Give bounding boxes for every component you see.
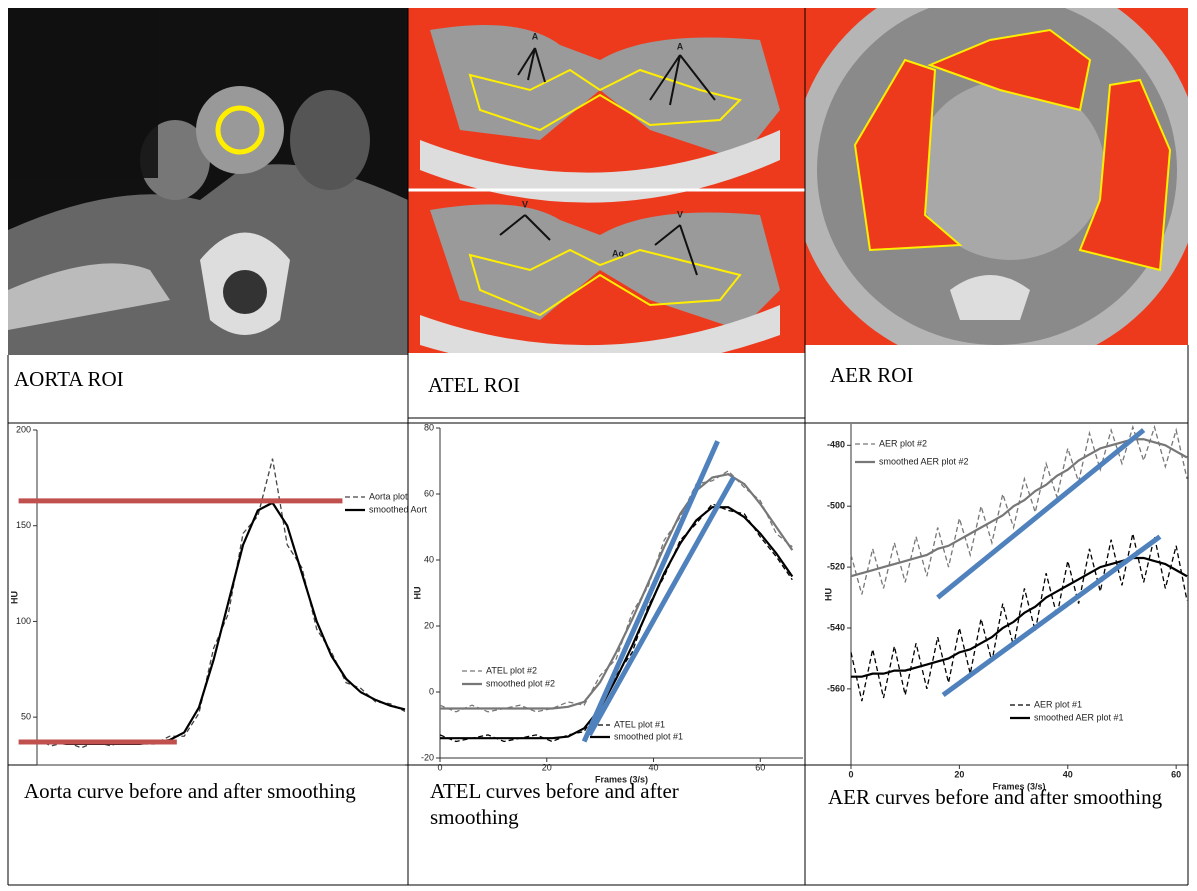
y-tick-label: 40 [424,554,434,564]
series-line [37,501,406,746]
x-tick-label: 40 [649,762,659,772]
x-tick-label: 40 [1063,769,1073,779]
y-tick-label: 80 [424,422,434,432]
chart-caption: ATEL curves before and after smoothing [430,779,679,829]
chart-caption: AER curves before and after smoothing [828,785,1163,809]
y-tick-label: -520 [827,561,845,571]
image-label: V [522,199,528,209]
trend-line [941,534,1162,697]
legend-label: smoothed Aort [369,504,428,514]
legend-label: ATEL plot #1 [614,719,665,729]
image-caption: ATEL ROI [428,373,520,397]
x-tick-label: 0 [848,769,853,779]
legend-label: smoothed AER plot #1 [1034,712,1124,722]
y-tick-label: -480 [827,440,845,450]
x-tick-label: 0 [437,762,442,772]
chart-caption: Aorta curve before and after smoothing [24,779,356,803]
y-axis-label: HU [412,587,422,600]
x-tick-label: 20 [954,769,964,779]
legend-label: AER plot #1 [1034,699,1082,709]
atel-image [408,8,805,353]
y-tick-label: 60 [424,488,434,498]
y-tick-label: -20 [421,752,434,762]
image-label: A [532,31,539,41]
trend-line [936,428,1146,600]
image-label: Ao [612,248,624,258]
x-axis-label: Frames (3/s) [992,781,1045,791]
x-tick-label: 20 [542,762,552,772]
trend-line [581,440,720,743]
image-caption: AORTA ROI [14,367,124,391]
series-line [440,506,794,740]
x-tick-label: 60 [1171,769,1181,779]
y-tick-label: 100 [16,616,31,626]
y-tick-label: -540 [827,622,845,632]
y-tick-label: -500 [827,501,845,511]
y-tick-label: 20 [424,620,434,630]
y-axis-label: HU [9,591,19,604]
aer-image [805,8,1188,345]
series-line [440,473,794,710]
aorta-image [8,8,408,355]
legend-label: ATEL plot #2 [486,665,537,675]
series-line [851,556,1188,678]
x-tick-label: 60 [755,762,765,772]
y-tick-label: 150 [16,520,31,530]
legend-label: smoothed AER plot #2 [879,456,969,466]
series-line [439,503,793,743]
y-tick-label: 200 [16,424,31,434]
image-label: V [677,209,683,219]
trend-line [587,476,736,737]
legend-label: smoothed plot #1 [614,731,683,741]
legend-label: AER plot #2 [879,438,927,448]
y-tick-label: -560 [827,683,845,693]
y-axis-label: HU [823,588,833,601]
y-tick-label: 50 [21,712,31,722]
image-label: A [677,41,684,51]
y-tick-label: 0 [429,686,434,696]
legend-label: smoothed plot #2 [486,678,555,688]
series-line [850,533,1188,702]
series-line [850,424,1188,595]
series-line [439,470,793,713]
legend-label: Aorta plot [369,491,408,501]
x-axis-label: Frames (3/s) [595,774,648,784]
image-caption: AER ROI [830,363,914,387]
